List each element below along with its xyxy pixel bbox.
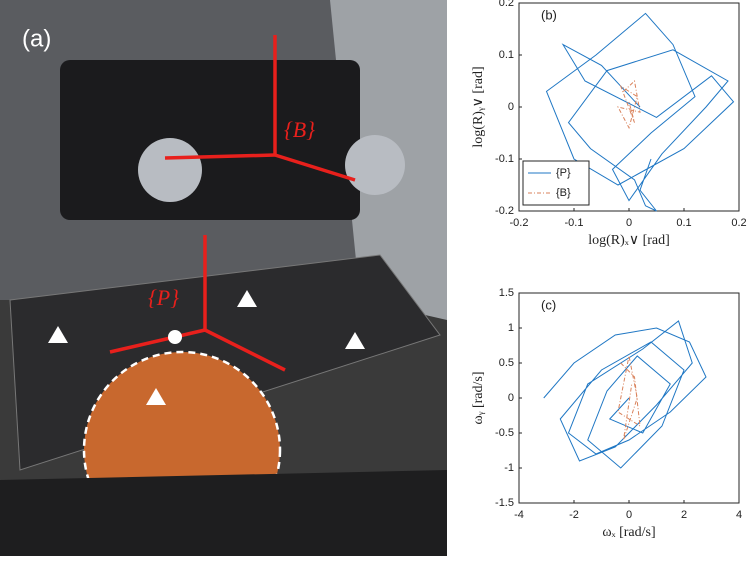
- y-tick-label: -1.5: [495, 497, 514, 509]
- y-tick-label: 0.5: [499, 357, 514, 369]
- panel-title: (c): [541, 297, 556, 312]
- y-tick-label: -1: [504, 462, 514, 474]
- x-tick-label: -2: [569, 509, 579, 521]
- x-tick-label: 0: [626, 217, 632, 229]
- x-tick-label: 2: [681, 509, 687, 521]
- y-tick-label: 0.1: [499, 49, 514, 61]
- x-tick-label: -4: [514, 509, 524, 521]
- x-axis-label: log(R)ₓ∨ [rad]: [588, 233, 670, 248]
- y-tick-label: 1: [508, 322, 514, 334]
- y-axis-label: log(R)ᵧ∨ [rad]: [471, 66, 486, 147]
- x-tick-label: 0.2: [731, 217, 746, 229]
- y-tick-label: 0: [508, 101, 514, 113]
- x-axis-label: ωₓ [rad/s]: [602, 525, 655, 540]
- contact-point: [168, 330, 182, 344]
- figure: (a) {B} {P} -0.2 -0.1 0 0.1 0.2 -0.2 -0.1 0 0.1 0…: [0, 0, 748, 556]
- floor-mat: [0, 470, 447, 556]
- legend-label: {B}: [556, 187, 571, 199]
- y-tick-label: 1.5: [499, 287, 514, 299]
- panel-title: (b): [541, 7, 557, 22]
- motor: [345, 135, 405, 195]
- frame-label: {B}: [284, 117, 315, 142]
- x-tick-label: 0: [626, 509, 632, 521]
- y-tick-label: -0.2: [495, 205, 514, 217]
- y-axis-label: ωᵧ [rad/s]: [471, 372, 486, 425]
- y-tick-label: -0.1: [495, 153, 514, 165]
- photo: (a) {B} {P}: [0, 0, 447, 556]
- x-tick-label: -0.1: [565, 217, 584, 229]
- y-tick-label: 0.2: [499, 0, 514, 9]
- panel-label: (a): [22, 25, 51, 52]
- x-tick-label: 0.1: [676, 217, 691, 229]
- legend-label: {P}: [556, 167, 571, 179]
- motor: [138, 138, 202, 202]
- y-tick-label: -0.5: [495, 427, 514, 439]
- x-tick-label: 4: [736, 509, 742, 521]
- x-tick-label: -0.2: [510, 217, 529, 229]
- frame-label: {P}: [148, 285, 179, 310]
- y-tick-label: 0: [508, 392, 514, 404]
